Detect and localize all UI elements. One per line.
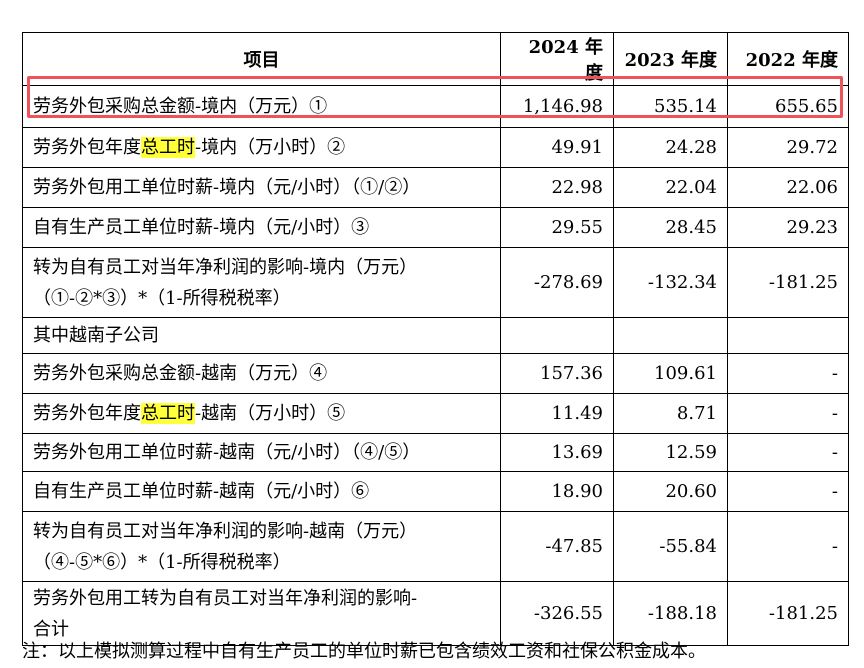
value-cell: 8.71 — [613, 393, 728, 434]
value-cell: -47.85 — [500, 511, 614, 582]
item-text: 劳务外包用工单位时薪-境内（元/小时）（①/②） — [33, 177, 421, 198]
value-cell: -181.25 — [727, 581, 849, 646]
item-line: 转为自有员工对当年净利润的影响-境内（万元） — [33, 252, 490, 283]
table-row: 劳务外包用工单位时薪-越南（元/小时）（④/⑤） 13.69 12.59- — [22, 433, 849, 472]
item-line: 劳务外包采购总金额-境内（万元）① — [33, 91, 490, 122]
item-line: 劳务外包年度总工时-越南（万小时）⑤ — [33, 398, 490, 429]
value-cell: 24.28 — [613, 127, 728, 168]
item-text: 劳务外包用工单位时薪-越南（元/小时）（④/⑤） — [33, 442, 421, 463]
item-cell: 转为自有员工对当年净利润的影响-境内（万元） （①-②*③）*（1-所得税税率） — [22, 247, 501, 318]
value-cell: - — [727, 353, 849, 394]
item-text: 劳务外包年度 — [33, 137, 141, 158]
value-cell: 29.55 — [500, 207, 614, 248]
table-row: 自有生产员工单位时薪-越南（元/小时）⑥ 18.90 20.60- — [22, 471, 849, 512]
value-cell — [613, 317, 728, 354]
item-text: 劳务外包采购总金额-越南（万元）④ — [33, 363, 328, 384]
item-cell: 劳务外包用工单位时薪-境内（元/小时）（①/②） — [22, 167, 501, 208]
item-text: （①-②*③）*（1-所得税税率） — [33, 287, 291, 309]
item-line: 劳务外包年度总工时-境内（万小时）② — [33, 132, 490, 163]
highlighted-text: 总工时 — [141, 403, 195, 424]
value-cell: 12.59 — [613, 433, 728, 472]
value-cell: 11.49 — [500, 393, 614, 434]
item-text: 自有生产员工单位时薪-境内（元/小时）③ — [33, 217, 370, 238]
value-cell: -188.18 — [613, 581, 728, 646]
table-row: 劳务外包用工单位时薪-境内（元/小时）（①/②） 22.98 22.04 22.06 — [22, 167, 849, 208]
table-row: 劳务外包用工转为自有员工对当年净利润的影响- 合计 -326.55 -188.18 -1… — [22, 581, 849, 646]
table-row: 转为自有员工对当年净利润的影响-越南（万元） （④-⑤*⑥）*（1-所得税税率） -… — [22, 511, 849, 582]
item-line: （①-②*③）*（1-所得税税率） — [33, 283, 490, 314]
value-cell: 1,146.98 — [500, 85, 614, 128]
value-cell: 22.04 — [613, 167, 728, 208]
value-cell: -132.34 — [613, 247, 728, 318]
value-cell: -278.69 — [500, 247, 614, 318]
value-cell: 29.23 — [727, 207, 849, 248]
value-cell: 13.69 — [500, 433, 614, 472]
item-text: 劳务外包年度 — [33, 403, 141, 424]
item-text: 自有生产员工单位时薪-越南（元/小时）⑥ — [33, 481, 370, 502]
item-cell: 劳务外包年度总工时-越南（万小时）⑤ — [22, 393, 501, 434]
value-cell: 29.72 — [727, 127, 849, 168]
item-cell: 劳务外包用工转为自有员工对当年净利润的影响- 合计 — [22, 581, 501, 646]
item-cell: 转为自有员工对当年净利润的影响-越南（万元） （④-⑤*⑥）*（1-所得税税率） — [22, 511, 501, 582]
value-cell: - — [727, 511, 849, 582]
item-line: 转为自有员工对当年净利润的影响-越南（万元） — [33, 516, 490, 547]
item-line: 劳务外包用工单位时薪-境内（元/小时）（①/②） — [33, 172, 490, 203]
table-row: 劳务外包采购总金额-越南（万元）④ 157.36 109.61- — [22, 353, 849, 394]
table-row: 劳务外包采购总金额-境内（万元）① 1,146.98 535.14 655.65 — [22, 85, 849, 128]
footnote: 注：以上模拟测算过程中自有生产员工的单位时薪已包含绩效工资和社保公积金成本。 — [22, 641, 706, 662]
value-cell: -326.55 — [500, 581, 614, 646]
value-cell: - — [727, 433, 849, 472]
value-cell: 22.98 — [500, 167, 614, 208]
value-cell: 655.65 — [727, 85, 849, 128]
highlighted-text: 总工时 — [141, 137, 195, 158]
item-line: 劳务外包用工单位时薪-越南（元/小时）（④/⑤） — [33, 437, 490, 468]
item-text: 劳务外包用工转为自有员工对当年净利润的影响- — [33, 587, 418, 609]
value-cell — [727, 317, 849, 354]
item-text: （④-⑤*⑥）*（1-所得税税率） — [33, 551, 291, 573]
value-cell — [500, 317, 614, 354]
item-line: 劳务外包用工转为自有员工对当年净利润的影响- — [33, 583, 490, 614]
item-line: 自有生产员工单位时薪-越南（元/小时）⑥ — [33, 476, 490, 507]
value-cell: -55.84 — [613, 511, 728, 582]
item-text: 合计 — [33, 618, 69, 640]
value-cell: - — [727, 393, 849, 434]
value-cell: 109.61 — [613, 353, 728, 394]
item-line: 合计 — [33, 614, 490, 645]
value-cell: 49.91 — [500, 127, 614, 168]
value-cell: 157.36 — [500, 353, 614, 394]
item-line: 其中越南子公司 — [33, 320, 490, 351]
table-row: 自有生产员工单位时薪-境内（元/小时）③ 29.55 28.45 29.23 — [22, 207, 849, 248]
value-cell: 20.60 — [613, 471, 728, 512]
value-cell: - — [727, 471, 849, 512]
highlight-box — [27, 76, 843, 118]
item-text: 劳务外包采购总金额-境内（万元）① — [33, 96, 328, 117]
table-row: 其中越南子公司 — [22, 317, 849, 354]
value-cell: 22.06 — [727, 167, 849, 208]
value-cell: -181.25 — [727, 247, 849, 318]
value-cell: 28.45 — [613, 207, 728, 248]
item-cell: 自有生产员工单位时薪-境内（元/小时）③ — [22, 207, 501, 248]
item-text: -越南（万小时）⑤ — [195, 403, 346, 424]
table-row: 劳务外包年度总工时-越南（万小时）⑤ 11.49 8.71- — [22, 393, 849, 434]
item-line: （④-⑤*⑥）*（1-所得税税率） — [33, 547, 490, 578]
item-line: 自有生产员工单位时薪-境内（元/小时）③ — [33, 212, 490, 243]
table-row: 转为自有员工对当年净利润的影响-境内（万元） （①-②*③）*（1-所得税税率） -… — [22, 247, 849, 318]
item-text: 转为自有员工对当年净利润的影响-越南（万元） — [33, 520, 418, 542]
value-cell: 535.14 — [613, 85, 728, 128]
item-cell: 劳务外包采购总金额-境内（万元）① — [22, 85, 501, 128]
table-row: 劳务外包年度总工时-境内（万小时）② 49.91 24.28 29.72 — [22, 127, 849, 168]
item-cell: 其中越南子公司 — [22, 317, 501, 354]
item-cell: 劳务外包用工单位时薪-越南（元/小时）（④/⑤） — [22, 433, 501, 472]
item-line: 劳务外包采购总金额-越南（万元）④ — [33, 358, 490, 389]
item-text: -境内（万小时）② — [195, 137, 346, 158]
item-cell: 劳务外包采购总金额-越南（万元）④ — [22, 353, 501, 394]
item-text: 转为自有员工对当年净利润的影响-境内（万元） — [33, 256, 418, 278]
item-cell: 自有生产员工单位时薪-越南（元/小时）⑥ — [22, 471, 501, 512]
item-text: 其中越南子公司 — [33, 325, 159, 346]
item-cell: 劳务外包年度总工时-境内（万小时）② — [22, 127, 501, 168]
value-cell: 18.90 — [500, 471, 614, 512]
table: 项目 2024 年度 2023 年度 2022 年度 劳务外包采购总金额-境内（万元）… — [22, 32, 849, 646]
